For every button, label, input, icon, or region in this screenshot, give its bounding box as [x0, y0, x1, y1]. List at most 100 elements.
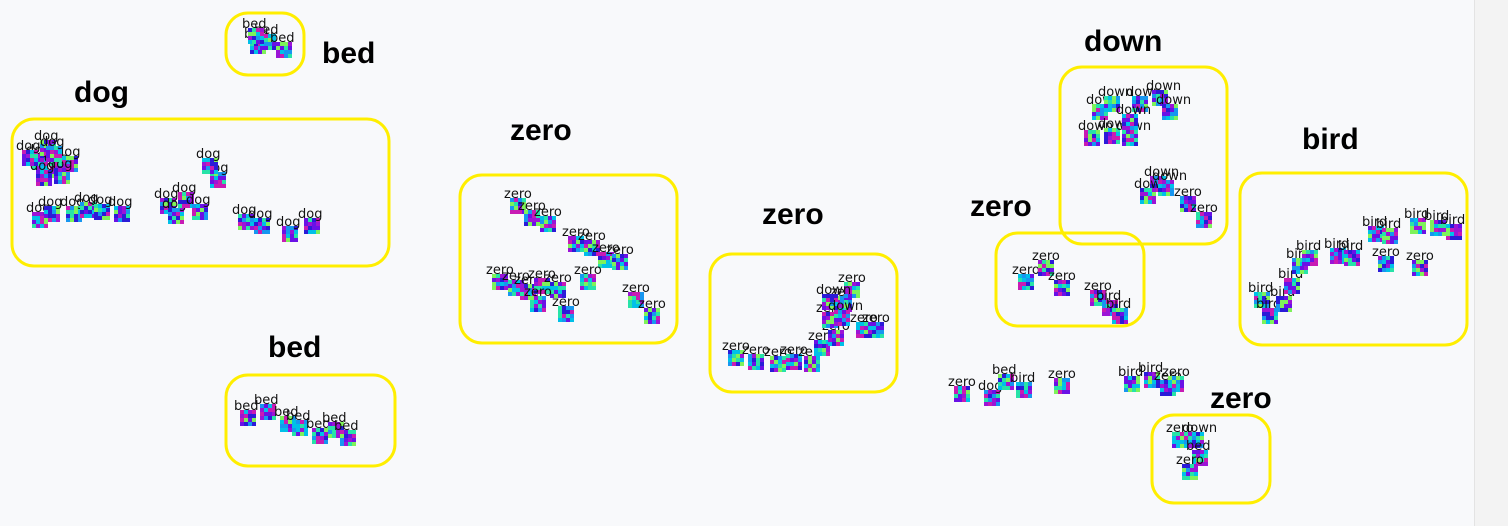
data-point[interactable]: zero [1372, 245, 1400, 272]
data-point[interactable]: bird [1376, 217, 1401, 244]
data-point[interactable]: zero [504, 187, 532, 214]
data-point[interactable]: zero [1166, 421, 1194, 448]
point-label: zero [862, 311, 890, 326]
point-label: bed [1186, 439, 1211, 454]
data-point[interactable]: zero [528, 267, 556, 294]
data-point[interactable]: zero [524, 285, 552, 312]
data-point[interactable]: dog [16, 139, 40, 166]
data-point[interactable]: zero [1190, 201, 1218, 228]
data-point[interactable]: zero [1048, 269, 1076, 296]
point-label: dog [196, 147, 220, 162]
data-point[interactable]: zero [838, 271, 866, 298]
data-point[interactable]: zero [574, 263, 602, 290]
data-point[interactable]: dog [232, 203, 256, 230]
data-point[interactable]: bird [1296, 239, 1321, 266]
data-point[interactable]: dog [88, 193, 112, 220]
data-point[interactable]: down [1182, 421, 1217, 448]
cluster-label: zero [1210, 382, 1272, 415]
data-point[interactable]: zero [486, 263, 514, 290]
data-point[interactable]: dog [248, 207, 272, 234]
scatter-plot[interactable]: bedbedbedbeddogdogdogdogdogdogdogdogdogd… [0, 0, 1474, 526]
data-point[interactable]: zero [948, 375, 976, 402]
data-point[interactable]: down [1098, 85, 1133, 112]
cluster-box [224, 11, 306, 77]
data-point[interactable]: zero [518, 199, 546, 226]
point-label: zero [534, 205, 562, 220]
data-point[interactable]: zero [638, 297, 666, 324]
data-point[interactable]: bed [286, 409, 311, 436]
cluster-label: zero [970, 190, 1032, 223]
data-point[interactable]: dog [154, 187, 178, 214]
data-point[interactable]: bed [334, 419, 359, 446]
data-point[interactable]: zero [722, 339, 750, 366]
data-point[interactable]: down [1156, 93, 1191, 120]
data-point[interactable]: dog [108, 195, 132, 222]
data-point[interactable]: bed [270, 31, 295, 58]
cluster-box [708, 252, 899, 394]
data-point[interactable]: dog [196, 147, 220, 174]
data-point[interactable]: down [1116, 103, 1151, 130]
point-label: bed [334, 419, 359, 434]
data-point[interactable]: down [828, 299, 863, 326]
data-point[interactable]: dog [74, 191, 98, 218]
data-point[interactable]: bed [234, 399, 259, 426]
data-point[interactable]: zero [552, 295, 580, 322]
data-point[interactable]: zero [544, 271, 572, 298]
data-point[interactable]: bird [1338, 239, 1363, 266]
data-point[interactable]: zero [1174, 185, 1202, 212]
data-point[interactable]: zero [606, 243, 634, 270]
data-point[interactable]: zero [578, 229, 606, 256]
data-point[interactable]: dog [978, 379, 1002, 406]
data-point[interactable]: zero [622, 281, 650, 308]
data-point[interactable]: zero [764, 345, 792, 372]
data-point[interactable]: bird [1106, 297, 1131, 324]
data-point[interactable]: zero [1048, 367, 1076, 394]
point-label: zero [544, 271, 572, 286]
point-label: bird [1324, 237, 1349, 252]
cluster-label: dog [74, 76, 129, 109]
data-point[interactable]: bird [1424, 209, 1449, 236]
point-label: down [1098, 85, 1133, 100]
point-label: zero [1406, 249, 1434, 264]
data-point[interactable]: bed [242, 17, 267, 44]
data-point[interactable]: dog [40, 135, 64, 162]
data-point[interactable]: zero [742, 343, 770, 370]
data-point[interactable]: down [1152, 169, 1187, 196]
data-point[interactable]: bird [1118, 365, 1143, 392]
data-point[interactable]: dog [276, 215, 300, 242]
data-point[interactable]: zero [1406, 249, 1434, 276]
data-point[interactable]: bird [1256, 297, 1281, 324]
point-label: zero [518, 199, 546, 214]
data-point[interactable]: dog [56, 145, 80, 172]
point-label: bird [1118, 365, 1143, 380]
data-point[interactable]: zero [1012, 263, 1040, 290]
point-label: bed [234, 399, 259, 414]
data-point[interactable]: bird [1138, 361, 1163, 388]
data-point[interactable]: dog [172, 181, 196, 208]
data-point[interactable]: zero [1162, 365, 1190, 392]
data-point[interactable]: bird [1404, 207, 1429, 234]
data-point[interactable]: down [816, 283, 851, 310]
data-point[interactable]: bed [992, 363, 1017, 390]
data-point[interactable]: bird [1362, 215, 1387, 242]
data-point[interactable]: bed [254, 393, 279, 420]
data-point[interactable]: zero [862, 311, 890, 338]
data-point[interactable]: zero [534, 205, 562, 232]
point-label: down [1156, 93, 1191, 108]
point-label: zero [502, 269, 530, 284]
data-point[interactable]: dog [186, 193, 210, 220]
data-point[interactable]: bird [1440, 213, 1465, 240]
vertical-scrollbar[interactable] [1474, 0, 1508, 526]
point-label: bird [1424, 209, 1449, 224]
data-point[interactable]: bird [1010, 371, 1035, 398]
point-label: bed [322, 411, 347, 426]
data-point[interactable]: zero [780, 343, 808, 370]
data-point[interactable]: zero [562, 225, 590, 252]
data-point[interactable]: bed [306, 417, 331, 444]
data-point[interactable]: dog [298, 207, 322, 234]
point-label: dog [56, 145, 80, 160]
data-point[interactable]: bird [1248, 281, 1273, 308]
data-point[interactable]: zero [1176, 453, 1204, 480]
data-point[interactable]: dog [38, 195, 62, 222]
data-point[interactable]: zero [1032, 249, 1060, 276]
